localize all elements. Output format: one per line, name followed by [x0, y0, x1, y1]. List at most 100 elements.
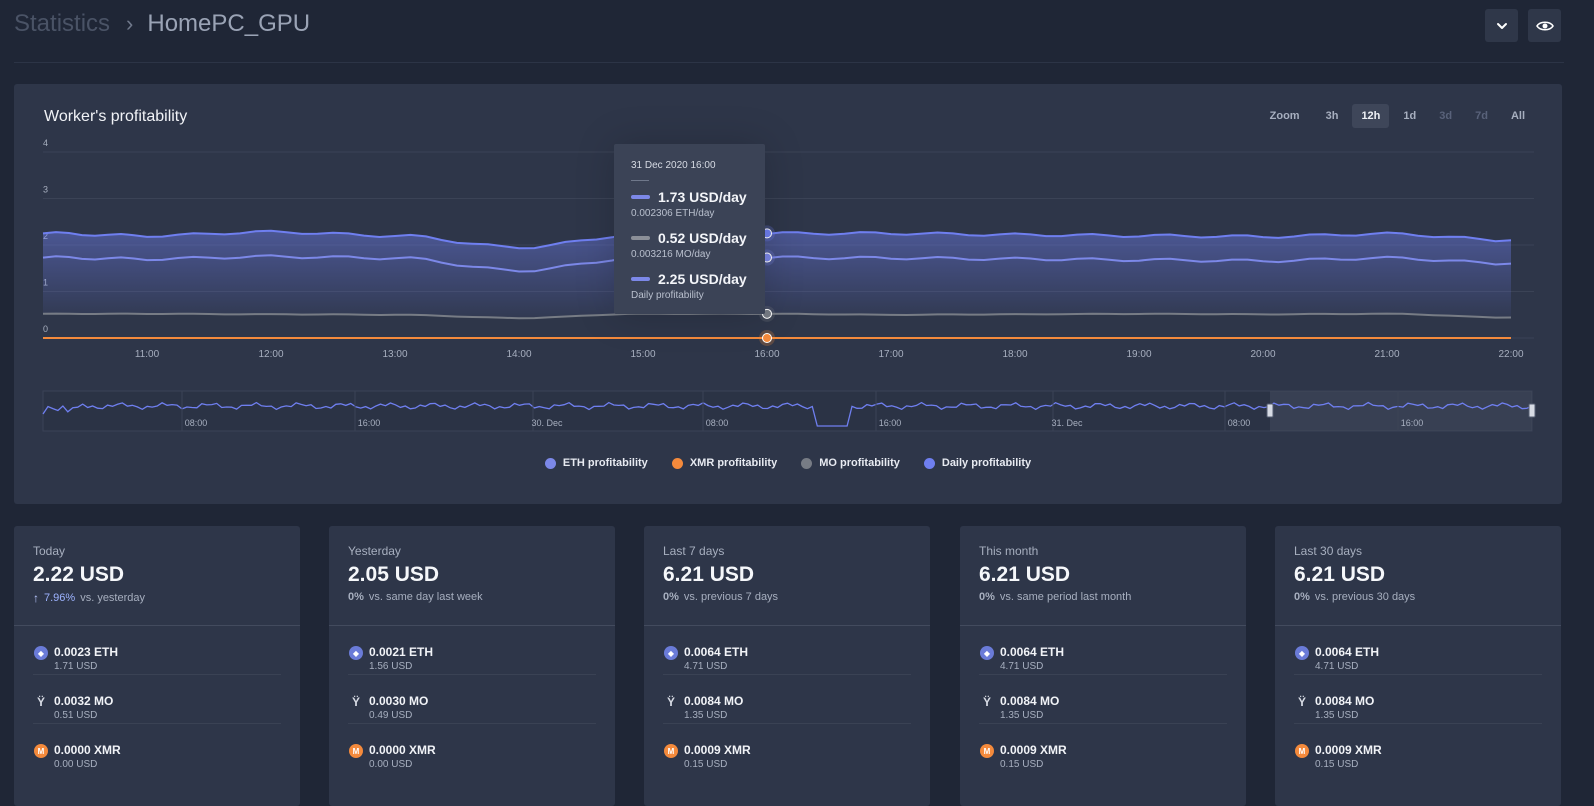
x-tick-label: 15:00 — [630, 349, 655, 360]
coin-amount: 0.0009 XMR — [1315, 743, 1382, 757]
card-change-text: vs. previous 30 days — [1314, 591, 1416, 603]
coin-amount: 0.0009 XMR — [684, 743, 751, 757]
card-change-text: vs. same period last month — [999, 591, 1132, 603]
x-tick-label: 21:00 — [1374, 349, 1399, 360]
coin-amount: 0.0032 MO — [54, 694, 114, 708]
arrow-up-icon: ↑ — [33, 591, 39, 605]
tooltip-value-daily: 2.25 USD/day — [658, 271, 747, 287]
x-tick-label: 22:00 — [1498, 349, 1523, 360]
coin-usd-value: 0.00 USD — [54, 759, 98, 770]
coin-usd-value: 1.35 USD — [1000, 710, 1044, 721]
mo-coin-icon: Ÿ — [982, 695, 991, 709]
coin-usd-value: 4.71 USD — [1315, 661, 1359, 672]
y-tick-label: 3 — [43, 185, 48, 195]
profitability-line-chart[interactable]: 0123411:0012:0013:0014:0015:0016:0017:00… — [14, 84, 1562, 384]
card-divider — [960, 625, 1246, 626]
card-change-percent: 7.96% — [44, 592, 76, 604]
card-total: 6.21 USD — [979, 563, 1071, 586]
card-change: 0% vs. same day last week — [348, 591, 615, 603]
coin-usd-value: 1.35 USD — [1315, 710, 1359, 721]
coin-amount: 0.0064 ETH — [1315, 645, 1380, 659]
coin-amount: 0.0064 ETH — [1000, 645, 1065, 659]
coin-amount: 0.0023 ETH — [54, 645, 119, 659]
card-header: Last 7 days 6.21 USD 0% vs. previous 7 d… — [644, 526, 930, 625]
navigator-tick-label: 16:00 — [879, 418, 902, 428]
summary-card-today: Today 2.22 USD ↑ 7.96% vs. yesterday ◆ 0… — [14, 526, 300, 806]
navigator-tick-label: 16:00 — [358, 418, 381, 428]
zoom-1d-button[interactable]: 1d — [1403, 110, 1417, 122]
x-tick-label: 11:00 — [135, 349, 160, 360]
coin-row-xmr: M 0.0000 XMR 0.00 USD — [348, 724, 596, 773]
navigator-chart[interactable]: 08:00 16:00 30. Dec 08:00 16:00 31. Dec 08:00 1… — [14, 84, 1562, 444]
tooltip-date: 31 Dec 2020 16:00 — [631, 160, 716, 171]
worker-dropdown-button[interactable] — [1485, 9, 1518, 42]
coin-row-eth: ◆ 0.0023 ETH 1.71 USD — [33, 626, 281, 675]
coin-usd-value: 0.00 USD — [369, 759, 413, 770]
card-divider — [1275, 625, 1561, 626]
tooltip-sub-daily: Daily profitability — [631, 290, 704, 301]
tooltip-divider — [631, 180, 649, 181]
navigator-right-handle[interactable] — [1528, 403, 1536, 418]
tooltip-row-mo: 0.52 USD/day — [631, 230, 765, 246]
coin-row-xmr: M 0.0009 XMR 0.15 USD — [663, 724, 911, 773]
x-tick-label: 17:00 — [878, 349, 903, 360]
visibility-toggle-button[interactable] — [1528, 9, 1561, 42]
card-change: 0% vs. same period last month — [979, 591, 1246, 603]
zoom-bar: Zoom 3h 12h 1d 3d 7d All — [1270, 104, 1534, 128]
breadcrumb: Statistics › HomePC_GPU — [14, 10, 310, 38]
breadcrumb-statistics-link[interactable]: Statistics — [14, 10, 111, 37]
legend-dot-daily — [923, 457, 935, 469]
series-area-daily — [43, 230, 1511, 319]
navigator-tick-label: 08:00 — [185, 418, 208, 428]
mo-coin-icon: Ÿ — [36, 695, 45, 709]
legend-item-daily[interactable]: Daily profitability — [923, 457, 1031, 469]
monero-icon: M — [349, 744, 363, 758]
legend-label-eth: ETH profitability — [562, 457, 648, 469]
y-tick-label: 4 — [43, 138, 48, 148]
navigator-tick-label: 08:00 — [1228, 418, 1251, 428]
zoom-all-button[interactable]: All — [1510, 110, 1525, 122]
coin-amount: 0.0084 MO — [684, 694, 744, 708]
tooltip-row-daily: 2.25 USD/day — [631, 271, 765, 287]
card-divider — [14, 625, 300, 626]
navigator-tick-label: 30. Dec — [531, 418, 563, 428]
chart-legend: ETH profitability XMR profitability MO p… — [14, 457, 1562, 469]
card-period: Yesterday — [348, 544, 401, 558]
zoom-3d-button[interactable]: 3d — [1439, 110, 1453, 122]
legend-dot-mo — [801, 457, 813, 469]
coin-row-mo: Ÿ 0.0084 MO 1.35 USD — [663, 675, 911, 724]
navigator-tick-label: 31. Dec — [1051, 418, 1083, 428]
monero-icon: M — [980, 744, 994, 758]
card-change-percent: 0% — [979, 591, 995, 603]
mo-coin-icon: Ÿ — [351, 695, 360, 709]
card-period: This month — [979, 544, 1039, 558]
summary-card-last-7-days: Last 7 days 6.21 USD 0% vs. previous 7 d… — [644, 526, 930, 806]
header-divider — [14, 62, 1564, 63]
coin-row-xmr: M 0.0000 XMR 0.00 USD — [33, 724, 281, 773]
legend-item-eth[interactable]: ETH profitability — [544, 457, 648, 469]
tooltip-value-eth: 1.73 USD/day — [658, 189, 747, 205]
zoom-3h-button[interactable]: 3h — [1325, 110, 1339, 122]
coin-amount: 0.0000 XMR — [369, 743, 436, 757]
navigator-series-line — [42, 401, 1533, 427]
navigator-left-handle[interactable] — [1266, 403, 1274, 418]
x-tick-label: 16:00 — [754, 349, 779, 360]
coin-usd-value: 0.15 USD — [684, 759, 728, 770]
coin-amount: 0.0084 MO — [1000, 694, 1060, 708]
tooltip-sub-mo: 0.003216 MO/day — [631, 249, 711, 260]
card-change-percent: 0% — [1294, 591, 1310, 603]
legend-item-xmr[interactable]: XMR profitability — [671, 457, 777, 469]
monero-icon: M — [664, 744, 678, 758]
ethereum-icon: ◆ — [34, 646, 48, 660]
zoom-12h-button[interactable]: 12h — [1352, 104, 1390, 128]
mo-coin-icon: Ÿ — [1297, 695, 1306, 709]
card-change: ↑ 7.96% vs. yesterday — [33, 591, 300, 605]
coin-usd-value: 4.71 USD — [1000, 661, 1044, 672]
legend-item-mo[interactable]: MO profitability — [801, 457, 900, 469]
zoom-7d-button[interactable]: 7d — [1475, 110, 1488, 122]
card-change-percent: 0% — [663, 591, 679, 603]
navigator-selected-range — [1270, 391, 1532, 431]
chart-tooltip: 31 Dec 2020 16:00 1.73 USD/day 0.002306 … — [614, 144, 765, 314]
x-tick-label: 19:00 — [1126, 349, 1151, 360]
coin-amount: 0.0030 MO — [369, 694, 429, 708]
